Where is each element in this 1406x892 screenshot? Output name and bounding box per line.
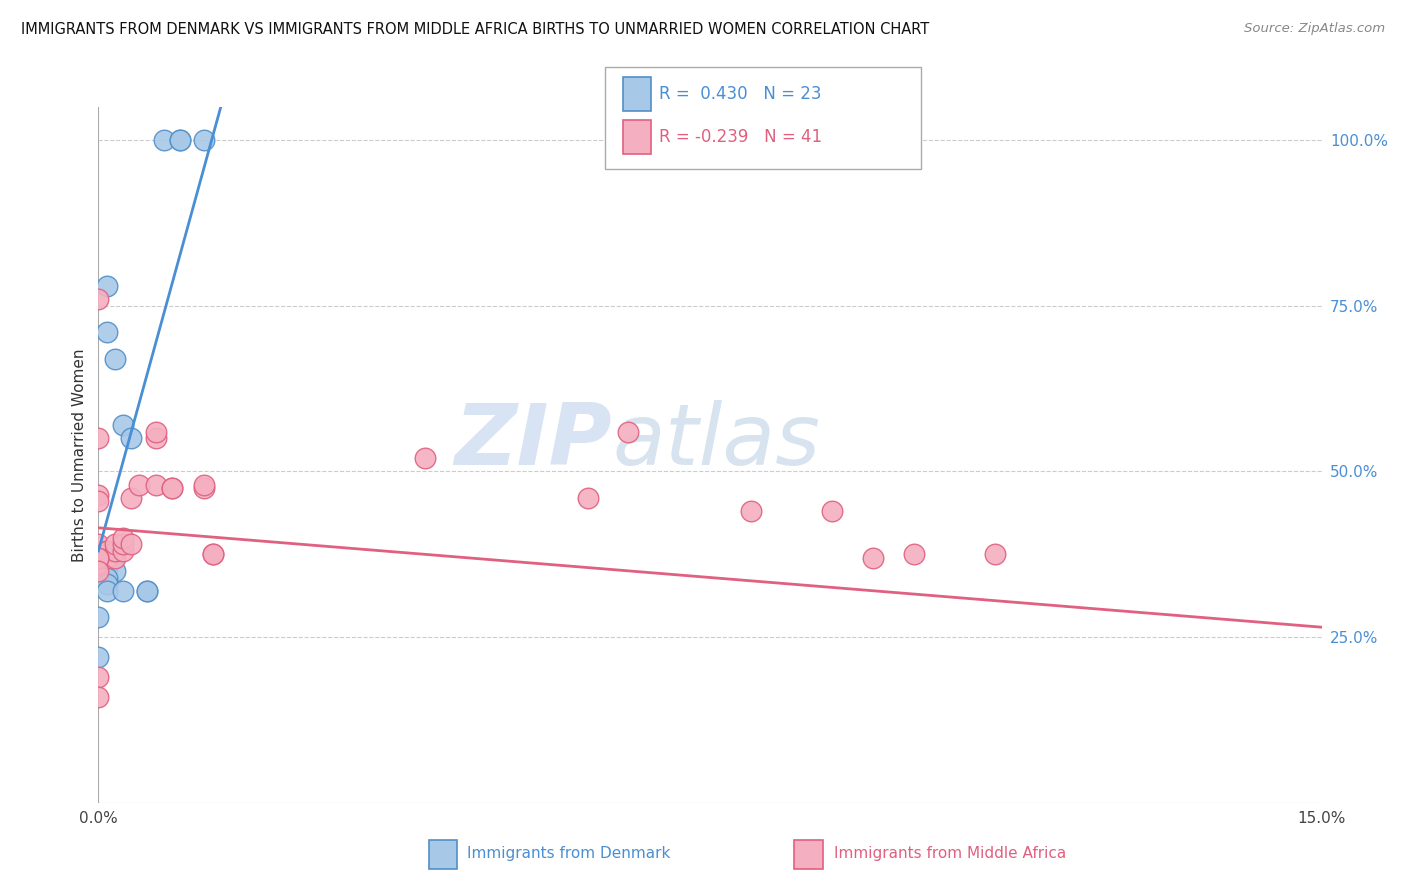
Point xyxy=(984,547,1007,561)
Text: R =  0.430   N = 23: R = 0.430 N = 23 xyxy=(659,85,823,103)
Point xyxy=(128,477,150,491)
Point xyxy=(96,279,118,293)
Point xyxy=(111,544,134,558)
Point xyxy=(87,670,110,684)
Y-axis label: Births to Unmarried Women: Births to Unmarried Women xyxy=(72,348,87,562)
Point xyxy=(96,577,118,591)
Point xyxy=(87,560,110,574)
Point xyxy=(87,494,110,508)
Text: Immigrants from Denmark: Immigrants from Denmark xyxy=(467,847,671,861)
Point xyxy=(111,418,134,433)
Text: ZIP: ZIP xyxy=(454,400,612,483)
Point xyxy=(576,491,599,505)
Point xyxy=(87,650,110,665)
Point xyxy=(145,477,167,491)
Point xyxy=(111,537,134,551)
Point xyxy=(104,564,127,578)
Text: IMMIGRANTS FROM DENMARK VS IMMIGRANTS FROM MIDDLE AFRICA BIRTHS TO UNMARRIED WOM: IMMIGRANTS FROM DENMARK VS IMMIGRANTS FR… xyxy=(21,22,929,37)
Point xyxy=(96,326,118,340)
Point xyxy=(120,537,142,551)
Point xyxy=(96,544,118,558)
Point xyxy=(152,133,174,147)
Point xyxy=(87,564,110,578)
Point xyxy=(821,504,844,518)
Point xyxy=(111,531,134,545)
Point xyxy=(96,544,118,558)
Point xyxy=(145,431,167,445)
Point xyxy=(87,610,110,624)
Point xyxy=(87,431,110,445)
Point xyxy=(145,425,167,439)
Point xyxy=(160,481,183,495)
Point xyxy=(740,504,762,518)
Point xyxy=(87,292,110,306)
Point xyxy=(193,481,215,495)
Point xyxy=(96,558,118,572)
Point xyxy=(201,547,224,561)
Point xyxy=(87,537,110,551)
Point xyxy=(87,550,110,565)
Point xyxy=(193,477,215,491)
Point xyxy=(87,488,110,502)
Point xyxy=(136,583,159,598)
Point xyxy=(903,547,925,561)
Point xyxy=(96,560,118,574)
Point xyxy=(193,133,215,147)
Point xyxy=(120,431,142,445)
Point xyxy=(96,583,118,598)
Point xyxy=(104,550,127,565)
Text: atlas: atlas xyxy=(612,400,820,483)
Point xyxy=(111,583,134,598)
Point xyxy=(160,481,183,495)
Point xyxy=(413,451,436,466)
Point xyxy=(617,425,640,439)
Point xyxy=(96,550,118,565)
Point xyxy=(87,558,110,572)
Point xyxy=(169,133,191,147)
Point xyxy=(87,547,110,561)
Point xyxy=(87,690,110,704)
Point xyxy=(201,547,224,561)
Point xyxy=(87,550,110,565)
Point xyxy=(96,570,118,584)
Text: R = -0.239   N = 41: R = -0.239 N = 41 xyxy=(659,128,823,145)
Point xyxy=(862,550,884,565)
Text: Immigrants from Middle Africa: Immigrants from Middle Africa xyxy=(834,847,1066,861)
Text: Source: ZipAtlas.com: Source: ZipAtlas.com xyxy=(1244,22,1385,36)
Point xyxy=(87,550,110,565)
Point xyxy=(96,547,118,561)
Point xyxy=(136,583,159,598)
Point xyxy=(104,351,127,366)
Point xyxy=(104,544,127,558)
Point xyxy=(120,491,142,505)
Point xyxy=(104,537,127,551)
Point xyxy=(169,133,191,147)
